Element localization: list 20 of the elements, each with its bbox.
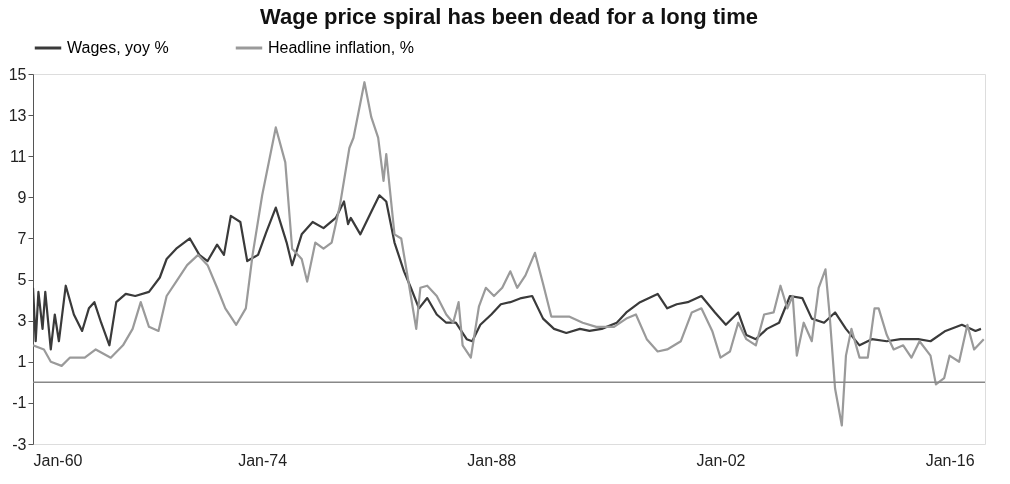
y-tick-label: 11: [9, 147, 27, 165]
y-tick-label: -3: [12, 435, 27, 453]
chart-title: Wage price spiral has been dead for a long time: [260, 4, 758, 29]
y-tick-label: 1: [17, 353, 27, 371]
line-series: [33, 194, 983, 351]
x-tick-label: Jan-02: [696, 451, 746, 469]
y-tick-label: 7: [17, 229, 27, 247]
x-tick-label: Jan-74: [238, 451, 288, 469]
x-tick-label: Jan-88: [467, 451, 517, 469]
line-series: [33, 81, 985, 427]
y-tick-label: -1: [12, 394, 27, 412]
y-tick-label: 5: [17, 271, 27, 289]
legend-label: Wages, yoy %: [67, 39, 169, 56]
legend-label: Headline inflation, %: [268, 39, 414, 56]
y-tick-label: 13: [8, 106, 27, 124]
x-tick-label: Jan-60: [33, 451, 83, 469]
y-tick-label: 9: [17, 188, 27, 206]
x-tick-label: Jan-16: [925, 451, 975, 469]
y-tick-label: 15: [8, 65, 27, 83]
y-tick-label: 3: [17, 312, 27, 330]
